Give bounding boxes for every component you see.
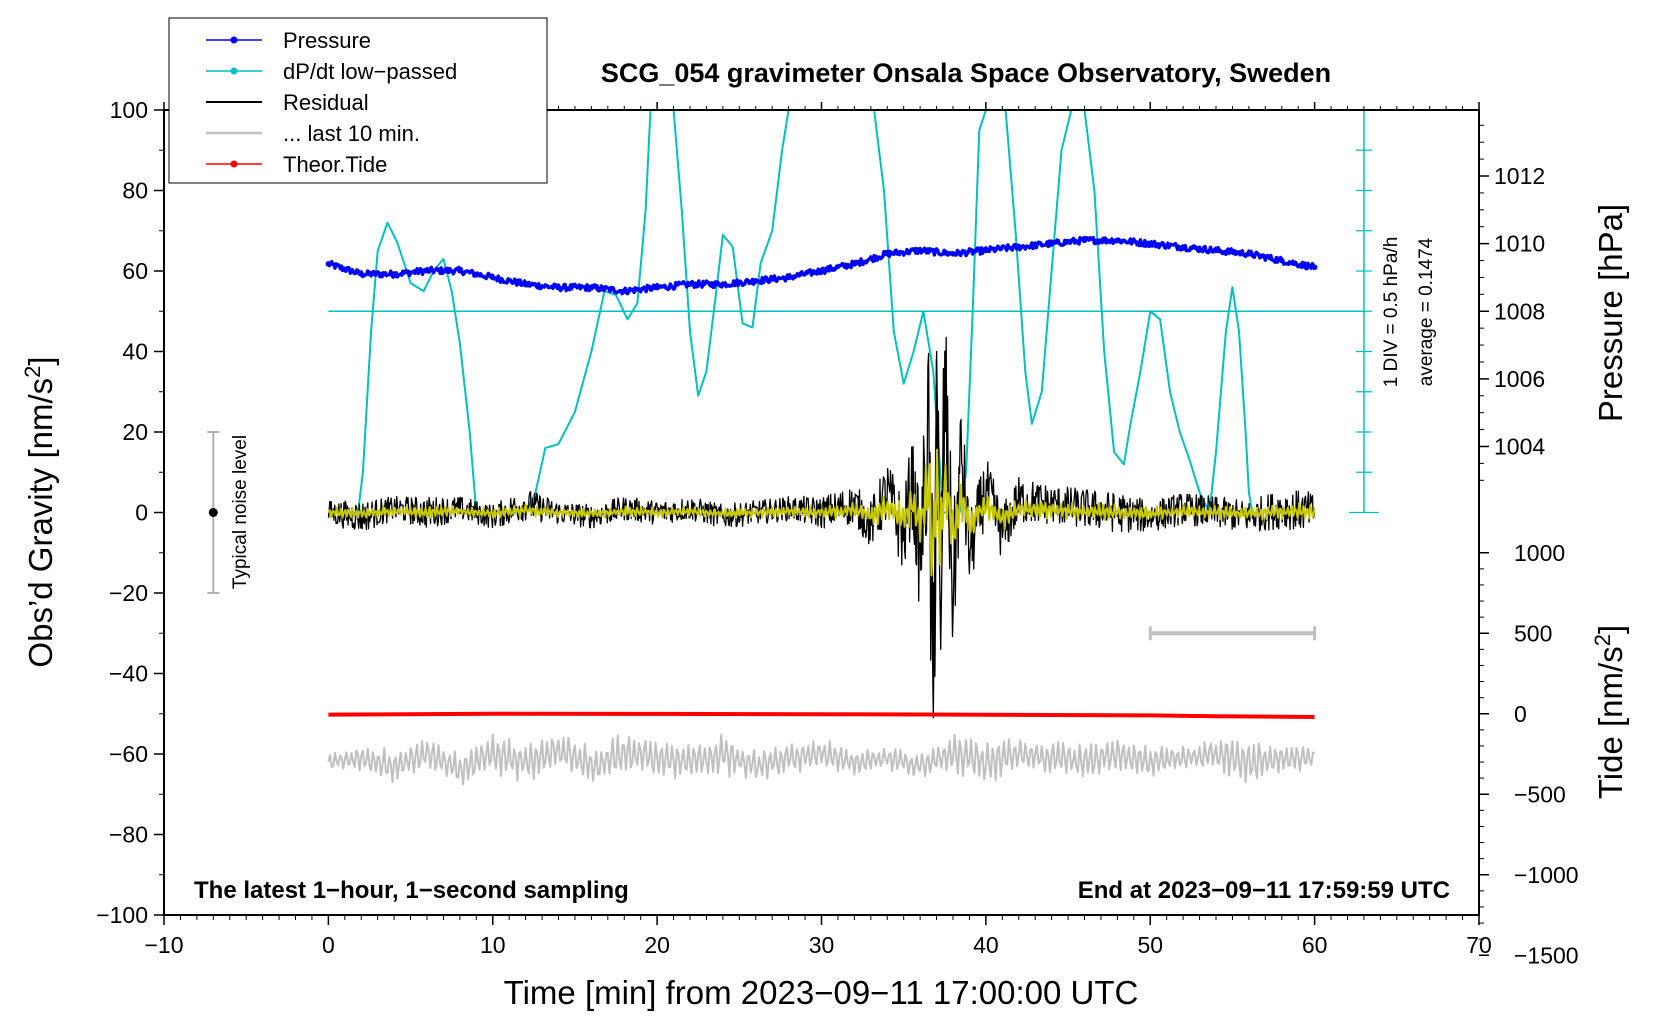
y-tick-label: −60 (109, 741, 148, 767)
y-axis-title-left: Obs’d Gravity [nm/s2] (20, 356, 59, 667)
x-axis-title: Time [min] from 2023−09−11 17:00:00 UTC (504, 974, 1139, 1011)
pressure-point (1147, 240, 1154, 247)
y-tick-label: 60 (122, 258, 148, 284)
x-tick-label: 0 (322, 932, 335, 958)
pressure-point (917, 247, 923, 254)
x-tick-label: 50 (1137, 932, 1163, 958)
pressure-point (621, 288, 628, 294)
legend-marker-tide (230, 160, 238, 168)
legend-box (168, 17, 548, 184)
footer-left-text: The latest 1−hour, 1−second sampling (194, 877, 629, 904)
dpdt-scale-label: 1 DIV = 0.5 hPa/h (1381, 237, 1402, 388)
y-tick-label: 20 (122, 419, 148, 445)
pressure-tick-label: 1010 (1494, 231, 1545, 257)
x-tick-label: 70 (1466, 932, 1492, 958)
legend-label-pressure: Pressure (283, 28, 371, 53)
y-axis-title-pressure: Pressure [hPa] (1592, 204, 1629, 422)
pressure-point (522, 281, 529, 288)
pressure-tick-label: 1004 (1494, 433, 1545, 459)
pressure-tick-label: 1008 (1494, 298, 1545, 324)
pressure-point (851, 261, 858, 267)
pressure-point (489, 274, 496, 281)
pressure-point (325, 261, 332, 267)
legend-label-tide: Theor.Tide (283, 152, 387, 177)
pressure-point (424, 267, 430, 274)
pressure-point (687, 281, 693, 288)
legend: Pressure dP/dt low−passed Residual ... l… (168, 17, 548, 184)
tide-tick-label: −1500 (1514, 942, 1579, 968)
footer-right-text: End at 2023−09−11 17:59:59 UTC (1078, 877, 1450, 904)
pressure-point (785, 274, 792, 281)
y-tick-label: −80 (109, 822, 148, 848)
pressure-point (1180, 244, 1186, 250)
pressure-point (1114, 237, 1121, 244)
legend-marker-pressure (230, 36, 238, 44)
pressure-point (983, 247, 989, 254)
tide-tick-label: −1000 (1514, 862, 1579, 888)
x-tick-label: −10 (144, 932, 183, 958)
series-residual-smoothed-line (327, 448, 1316, 577)
pressure-tick-label: 1006 (1494, 366, 1545, 392)
y-tick-label: 40 (122, 339, 148, 365)
x-tick-label: 60 (1302, 932, 1328, 958)
noise-level-label: Typical noise level (230, 435, 251, 589)
pressure-point (588, 284, 595, 291)
pressure-point (752, 278, 759, 284)
pressure-point (884, 250, 891, 257)
legend-marker-dpdt (230, 67, 238, 75)
pressure-tick-label: 1012 (1494, 163, 1545, 189)
pressure-point (654, 284, 660, 291)
y-axis-title-tide: Tide [nm/s2] (1590, 625, 1629, 799)
pressure-point (1048, 240, 1055, 247)
chart-title: SCG_054 gravimeter Onsala Space Observat… (601, 58, 1331, 88)
y-tick-label: −40 (109, 661, 148, 687)
noise-bar-center-dot (208, 508, 218, 517)
dpdt-average-label: average = 0.1474 (1416, 237, 1437, 386)
pressure-point (457, 267, 463, 274)
legend-label-last10: ... last 10 min. (283, 121, 420, 146)
pressure-point (1081, 237, 1088, 244)
x-tick-label: 30 (809, 932, 835, 958)
legend-label-residual: Residual (283, 90, 369, 115)
plot-area (207, 110, 1379, 786)
tide-tick-label: 1000 (1514, 540, 1565, 566)
tide-tick-label: 0 (1514, 701, 1527, 727)
series-last10-line (327, 733, 1316, 786)
pressure-point (1278, 257, 1285, 264)
pressure-point (555, 284, 562, 291)
pressure-point (391, 271, 397, 277)
tide-tick-label: −500 (1514, 781, 1566, 807)
y-tick-label: 100 (110, 97, 148, 123)
pressure-point (1246, 250, 1252, 257)
pressure-point (1213, 247, 1219, 254)
pressure-point (818, 267, 825, 274)
pressure-point (358, 271, 365, 277)
pressure-point (1311, 264, 1318, 271)
y-tick-label: −100 (96, 902, 148, 928)
y-tick-label: 0 (135, 500, 148, 526)
series-tide-line (328, 711, 1315, 719)
x-tick-label: 20 (644, 932, 670, 958)
legend-label-dpdt: dP/dt low−passed (283, 59, 457, 84)
pressure-point (720, 281, 726, 288)
tide-tick-label: 500 (1514, 620, 1552, 646)
y-tick-label: 80 (122, 178, 148, 204)
y-tick-label: −20 (109, 580, 148, 606)
x-tick-label: 40 (973, 932, 999, 958)
x-tick-label: 10 (480, 932, 506, 958)
pressure-point (950, 250, 956, 257)
pressure-point (1015, 244, 1022, 250)
